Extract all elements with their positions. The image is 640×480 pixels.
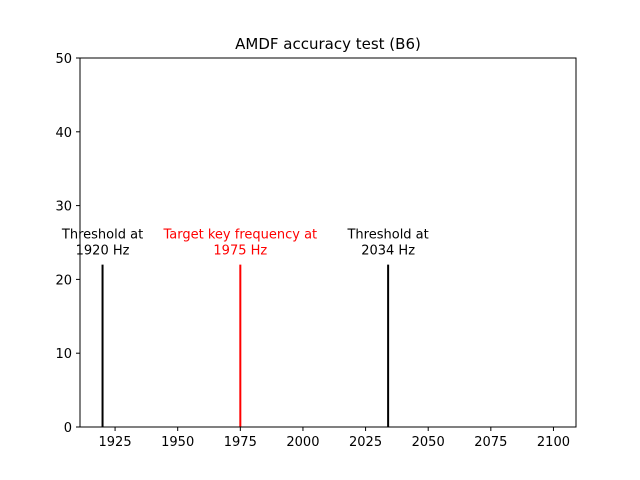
plot-frame (79, 57, 577, 428)
x-tick-label: 1975 (224, 435, 257, 450)
bar-annotation: 1975 Hz (213, 244, 267, 259)
bar-annotation: Threshold at (61, 228, 143, 243)
y-tick-label: 40 (55, 126, 72, 141)
bar-annotation: Threshold at (346, 228, 428, 243)
bar-annotation: Target key frequency at (163, 228, 318, 243)
y-tick-label: 10 (55, 347, 72, 362)
y-tick-label: 50 (55, 52, 72, 67)
chart-title: AMDF accuracy test (B6) (235, 35, 421, 53)
x-tick-label: 1925 (99, 435, 132, 450)
x-tick-label: 2000 (286, 435, 319, 450)
y-tick-label: 30 (55, 200, 72, 215)
x-tick-label: 2075 (474, 435, 507, 450)
x-tick-label: 2050 (412, 435, 445, 450)
x-tick-label: 1950 (161, 435, 194, 450)
bar-annotation: 2034 Hz (361, 244, 415, 259)
y-tick-label: 0 (64, 421, 72, 436)
x-tick-label: 2025 (349, 435, 382, 450)
plot-area: 1925 1950 1975 2000 2025 2050 2075 2100 0 10 20 30 4… (55, 52, 570, 450)
y-tick-label: 20 (55, 273, 72, 288)
bar-annotation: 1920 Hz (76, 244, 130, 259)
x-tick-label: 2100 (537, 435, 570, 450)
